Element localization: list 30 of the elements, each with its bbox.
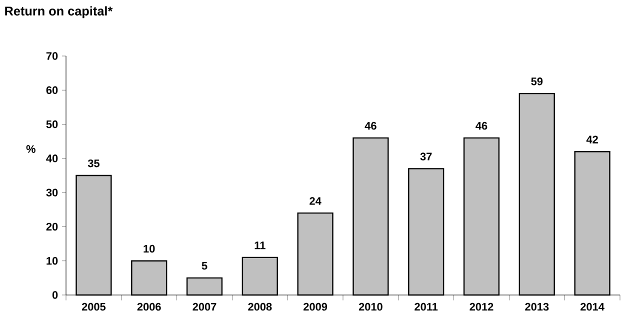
y-tick-label: 60 [46,86,58,94]
x-tick-label: 2006 [137,302,161,311]
x-tick-label: 2014 [580,302,604,311]
x-tick-label: 2007 [192,302,216,311]
y-tick-label: 50 [46,120,58,128]
y-tick-label: 20 [46,222,58,231]
x-tick-label: 2005 [82,302,106,311]
data-label: 46 [364,122,376,130]
y-tick-label: 40 [46,154,58,162]
x-tick-label: 2011 [414,302,438,311]
x-tick-label: 2008 [248,302,272,311]
y-axis-title: % [26,145,36,153]
data-label: 35 [88,159,100,168]
x-tick-label: 2010 [358,302,382,311]
x-tick-label: 2013 [525,302,549,311]
x-tick-label: 2012 [470,302,494,311]
data-label: 10 [144,244,155,253]
y-tick-label: 70 [46,52,58,60]
y-tick-label: 30 [46,188,58,196]
data-label: 46 [476,122,488,130]
data-label: 5 [202,262,208,270]
y-tick-label: 10 [46,256,58,265]
chart-title: Return on capital* [5,6,113,18]
data-label: 37 [420,152,432,160]
data-label: 11 [254,242,266,250]
x-tick-label: 2009 [304,302,328,311]
data-label: 24 [310,197,322,205]
data-label: 59 [531,78,543,86]
data-label: 42 [586,136,598,144]
y-tick-label: 0 [52,291,58,299]
